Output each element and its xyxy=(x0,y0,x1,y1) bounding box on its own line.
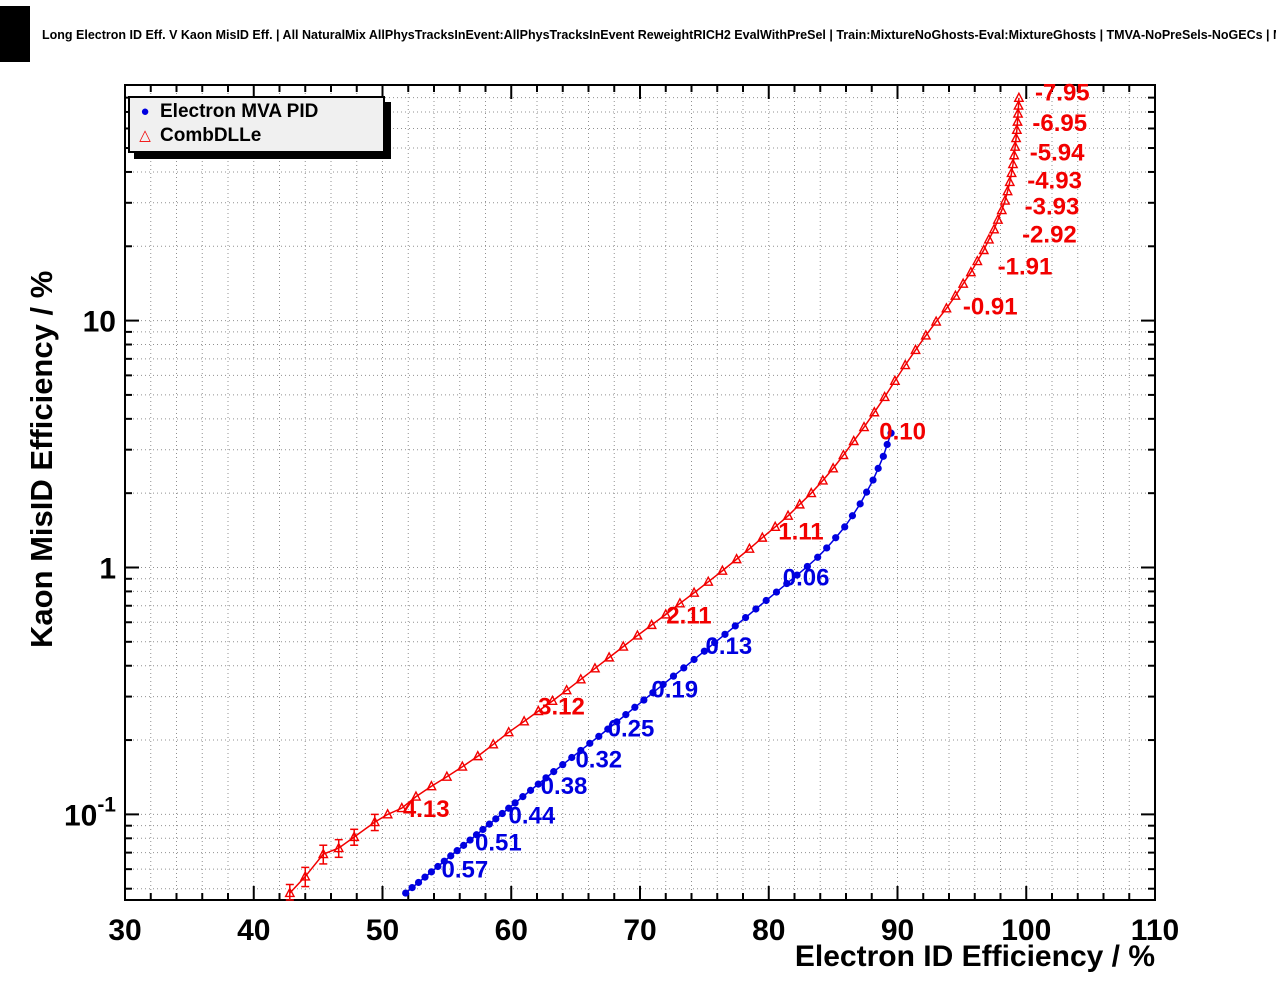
svg-text:0.44: 0.44 xyxy=(508,802,555,829)
svg-text:3.12: 3.12 xyxy=(538,694,585,721)
svg-text:40: 40 xyxy=(237,914,270,947)
series-electron-mva-pid: 0.06 0.13 0.19 0.25 0.320.380.440.510.57 xyxy=(402,429,895,897)
svg-text:0.06: 0.06 xyxy=(783,565,830,592)
svg-text:-5.94: -5.94 xyxy=(1030,139,1085,166)
svg-text:30: 30 xyxy=(108,914,141,947)
x-axis-title: Electron ID Efficiency / % xyxy=(794,940,1155,973)
svg-text:1.11: 1.11 xyxy=(778,518,823,545)
svg-text:-1.91: -1.91 xyxy=(998,253,1053,280)
svg-text:-7.95: -7.95 xyxy=(1035,79,1090,106)
legend: ● Electron MVA PID △ CombDLLe xyxy=(128,96,385,153)
svg-text:90: 90 xyxy=(881,914,914,947)
svg-text:0.19: 0.19 xyxy=(651,676,698,703)
svg-text:2.11: 2.11 xyxy=(666,602,711,629)
svg-text:0.10: 0.10 xyxy=(879,418,926,445)
circle-marker-icon: ● xyxy=(140,103,150,120)
svg-text:10: 10 xyxy=(83,306,116,339)
svg-text:-2.92: -2.92 xyxy=(1022,222,1077,249)
legend-item-electron-mva: ● Electron MVA PID xyxy=(130,100,383,124)
svg-text:110: 110 xyxy=(1131,914,1179,947)
svg-text:0.32: 0.32 xyxy=(575,746,622,773)
legend-item-combdlle: △ CombDLLe xyxy=(130,124,383,148)
black-corner-bar xyxy=(0,6,30,62)
svg-text:80: 80 xyxy=(752,914,785,947)
svg-text:-4.93: -4.93 xyxy=(1027,167,1082,194)
svg-text:50: 50 xyxy=(366,914,399,947)
svg-text:70: 70 xyxy=(623,914,656,947)
svg-text:-6.95: -6.95 xyxy=(1032,110,1087,137)
svg-text:-3.93: -3.93 xyxy=(1025,193,1080,220)
y-axis-title: Kaon MisID Efficiency / % xyxy=(24,270,59,648)
svg-text:10-1: 10-1 xyxy=(64,793,116,832)
svg-text:0.25: 0.25 xyxy=(608,715,655,742)
svg-text:100: 100 xyxy=(1001,914,1051,947)
svg-text:0.51: 0.51 xyxy=(475,829,522,856)
svg-text:1: 1 xyxy=(99,552,116,585)
triangle-marker-icon: △ xyxy=(139,127,151,144)
svg-text:0.13: 0.13 xyxy=(705,633,752,660)
series-combdlle: -7.95 -6.95-5.94-4.93-3.93-2.92 -1.91 -0.91… xyxy=(284,79,1090,901)
svg-text:-0.91: -0.91 xyxy=(963,294,1018,321)
legend-label: CombDLLe xyxy=(160,125,262,146)
plot-title: Long Electron ID Eff. V Kaon MisID Eff. … xyxy=(42,28,1276,42)
svg-text:0.38: 0.38 xyxy=(541,773,588,800)
svg-text:60: 60 xyxy=(495,914,528,947)
svg-text:0.57: 0.57 xyxy=(442,857,489,884)
svg-text:4.13: 4.13 xyxy=(403,796,450,823)
legend-label: Electron MVA PID xyxy=(160,101,319,122)
